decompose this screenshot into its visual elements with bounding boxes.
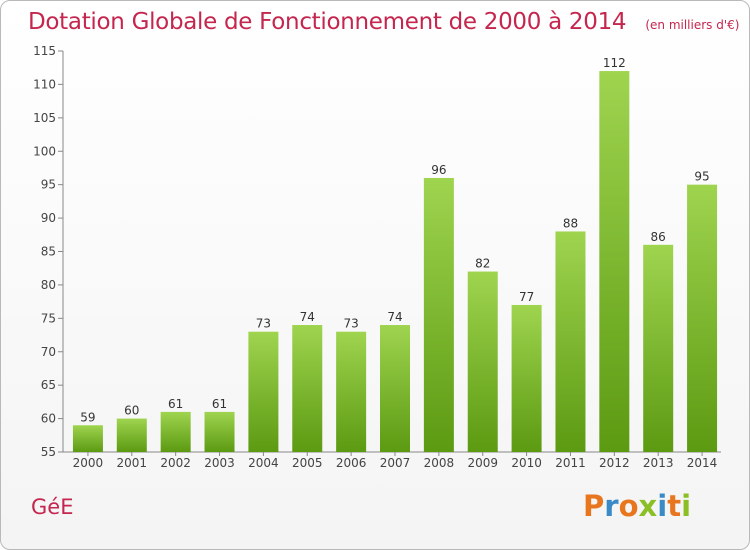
logo-letter: P — [583, 489, 605, 523]
x-tick-label: 2008 — [424, 456, 455, 470]
bar — [160, 411, 191, 452]
y-tick-label: 55 — [41, 445, 56, 459]
y-tick-label: 65 — [41, 378, 56, 392]
value-label: 60 — [124, 404, 139, 418]
bar — [292, 325, 323, 452]
x-tick-label: 2011 — [555, 456, 586, 470]
chart-unit: (en milliers d'€) — [645, 18, 740, 32]
commune-name: GéE — [31, 495, 74, 519]
value-label: 61 — [168, 397, 183, 411]
bar — [643, 244, 674, 452]
x-tick-label: 2007 — [380, 456, 411, 470]
y-tick-label: 60 — [41, 412, 56, 426]
value-label: 86 — [651, 230, 666, 244]
logo-letter: o — [618, 489, 639, 523]
x-tick-label: 2006 — [336, 456, 367, 470]
x-tick-label: 2001 — [117, 456, 148, 470]
x-tick-label: 2004 — [248, 456, 279, 470]
bar — [72, 425, 103, 452]
value-label: 73 — [343, 317, 358, 331]
bar — [423, 177, 454, 452]
value-label: 77 — [519, 290, 534, 304]
bar — [511, 304, 542, 452]
value-label: 74 — [300, 310, 315, 324]
value-label: 73 — [256, 317, 271, 331]
y-tick-label: 105 — [33, 111, 56, 125]
chart-bars — [72, 71, 718, 453]
value-label: 112 — [603, 56, 626, 70]
proxiti-logo: Proxiti — [583, 489, 691, 523]
x-tick-label: 2014 — [687, 456, 718, 470]
x-tick-label: 2002 — [160, 456, 191, 470]
x-tick-label: 2013 — [643, 456, 674, 470]
y-tick-label: 110 — [33, 77, 56, 91]
bar — [116, 418, 147, 452]
value-label: 88 — [563, 216, 578, 230]
y-tick-label: 100 — [33, 144, 56, 158]
bar — [248, 331, 279, 452]
logo-letter: i — [657, 489, 668, 523]
y-tick-label: 85 — [41, 245, 56, 259]
bar — [204, 411, 235, 452]
x-tick-label: 2000 — [73, 456, 104, 470]
x-tick-label: 2009 — [467, 456, 498, 470]
value-label: 82 — [475, 257, 490, 271]
value-label: 59 — [80, 410, 95, 424]
bar — [555, 231, 586, 452]
value-label: 61 — [212, 397, 227, 411]
logo-letter: x — [638, 489, 658, 523]
bar — [336, 331, 367, 452]
chart-header: Dotation Globale de Fonctionnement de 20… — [28, 9, 739, 35]
y-tick-label: 75 — [41, 311, 56, 325]
value-label: 96 — [431, 163, 446, 177]
y-tick-label: 115 — [33, 44, 56, 58]
y-tick-label: 80 — [41, 278, 56, 292]
x-tick-label: 2003 — [204, 456, 235, 470]
logo-letter: r — [604, 489, 619, 523]
logo-letter: i — [681, 489, 692, 523]
x-tick-label: 2012 — [599, 456, 630, 470]
y-tick-label: 90 — [41, 211, 56, 225]
value-label: 95 — [694, 170, 709, 184]
x-tick-label: 2005 — [292, 456, 323, 470]
chart-title: Dotation Globale de Fonctionnement de 20… — [28, 9, 627, 35]
x-tick-label: 2010 — [511, 456, 542, 470]
value-label: 74 — [387, 310, 402, 324]
bar — [467, 271, 498, 452]
y-tick-label: 95 — [41, 178, 56, 192]
chart-labels: 59 2000 60 2001 61 2002 61 2003 73 2004 74 2005 73 20… — [73, 56, 718, 470]
bar — [687, 184, 718, 452]
logo-letter: t — [667, 489, 682, 523]
bar — [380, 325, 410, 452]
bar — [599, 71, 630, 453]
y-tick-label: 70 — [41, 345, 56, 359]
